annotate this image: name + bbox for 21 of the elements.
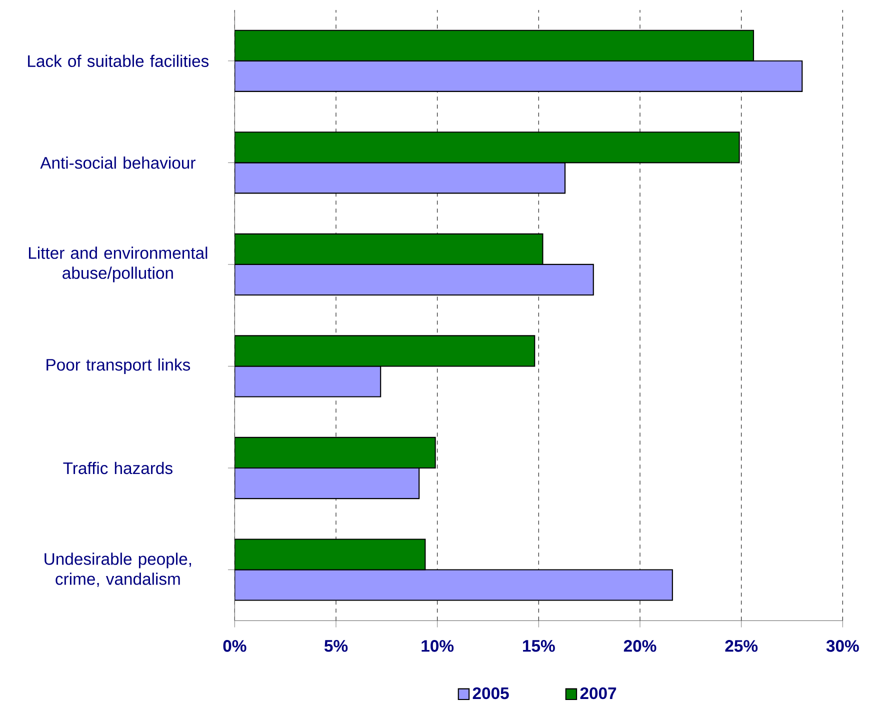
legend-label: 2007 [580, 687, 616, 700]
bar [234, 30, 754, 62]
bar [234, 335, 536, 367]
y-tick-label: Undesirable people, crime, vandalism [44, 552, 192, 587]
legend-label: 2005 [472, 687, 509, 700]
bar [234, 436, 436, 469]
y-tick-label: Lack of suitable facilities [28, 54, 209, 68]
x-tick-label: 10% [422, 640, 454, 652]
x-tick-label: 0% [223, 640, 246, 652]
x-tick-label: 15% [523, 640, 555, 652]
x-tick-label: 30% [826, 640, 859, 652]
y-tick-label: Traffic hazards [63, 462, 172, 474]
y-tick-label: Litter and environmental abuse/pollution [28, 246, 208, 282]
bar [234, 132, 740, 164]
x-tick-label: 5% [324, 640, 348, 652]
bar [234, 233, 544, 265]
bar [234, 538, 426, 570]
x-tick-label: 20% [624, 640, 656, 652]
y-tick-label: Anti-social behaviour [40, 156, 196, 169]
y-tick-label: Poor transport links [46, 358, 190, 374]
x-tick-label: 25% [725, 640, 758, 652]
